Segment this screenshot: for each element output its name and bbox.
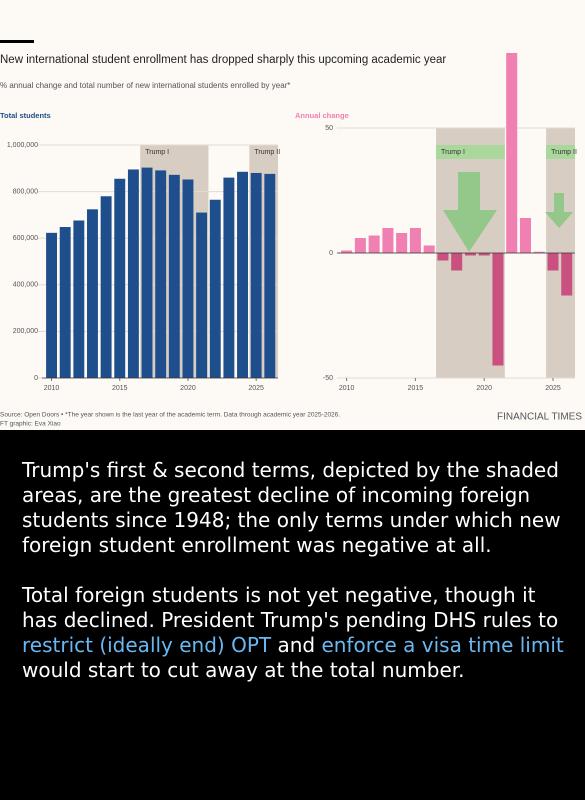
x-tick-label: 2020	[476, 385, 492, 392]
axis-label: Annual change	[295, 111, 349, 120]
post-text: Trump's first & second terms, depicted b…	[22, 458, 567, 708]
term-label: Trump II	[254, 149, 280, 156]
x-tick-label: 2025	[545, 385, 561, 392]
bar	[182, 179, 194, 378]
source: Source: Open Doors • *The year shown is …	[0, 412, 340, 419]
bar	[264, 173, 276, 378]
bar	[451, 253, 463, 271]
bar	[464, 253, 476, 256]
bar	[561, 253, 573, 296]
rule	[0, 40, 34, 43]
y-tick-label: 600,000	[13, 235, 38, 242]
bar	[223, 177, 235, 378]
bar	[114, 178, 126, 378]
bar	[533, 251, 545, 253]
bar	[237, 171, 248, 378]
term-band	[546, 145, 575, 159]
bar	[492, 253, 504, 366]
link[interactable]: enforce a visa time limit	[321, 633, 564, 657]
y-tick-label: 400,000	[13, 282, 38, 289]
paragraph: Trump's first & second terms, depicted b…	[22, 458, 567, 558]
term-label: Trump II	[551, 149, 577, 156]
paragraph: Total foreign students is not yet negati…	[22, 583, 567, 683]
bar	[478, 253, 490, 256]
arrow	[545, 193, 573, 228]
y-tick-label: -50	[323, 375, 333, 382]
x-tick-label: 2015	[408, 385, 424, 392]
chart: New international student enrollment has…	[0, 40, 582, 428]
bar	[354, 238, 366, 253]
bar	[250, 172, 262, 378]
bar	[209, 199, 221, 378]
term-label: Trump I	[145, 149, 169, 156]
text: would start to cut away at the total num…	[22, 658, 465, 682]
bar	[59, 227, 71, 378]
x-tick-label: 2025	[248, 385, 264, 392]
bar	[437, 253, 449, 261]
x-tick-label: 2015	[112, 385, 128, 392]
bar	[382, 228, 394, 253]
y-tick-label: 800,000	[13, 188, 38, 195]
bar	[100, 196, 112, 378]
bar	[141, 167, 153, 378]
y-tick-label: 0	[329, 250, 333, 257]
bar	[396, 233, 408, 253]
text: Total foreign students is not yet negati…	[22, 583, 559, 632]
bar	[127, 169, 139, 378]
y-tick-label: 0	[34, 375, 38, 382]
bar	[73, 220, 85, 378]
bar	[341, 250, 353, 253]
bar	[155, 170, 167, 378]
bar	[519, 218, 531, 253]
bar	[168, 174, 180, 378]
text: Trump's first & second terms, depicted b…	[22, 458, 561, 557]
chart-image: New international student enrollment has…	[0, 0, 585, 430]
chart-subtitle: % annual change and total number of new …	[0, 81, 290, 90]
bar	[423, 245, 435, 253]
y-tick-label: 200,000	[13, 328, 38, 335]
y-tick-label: 50	[325, 125, 333, 132]
bar	[506, 53, 518, 253]
bar	[547, 253, 559, 271]
term-band	[436, 145, 505, 159]
bar	[87, 209, 98, 378]
x-tick-label: 2010	[339, 385, 355, 392]
arrow	[443, 172, 497, 252]
x-tick-label: 2010	[44, 385, 60, 392]
brand: FINANCIAL TIMES	[497, 412, 582, 423]
bar	[409, 228, 421, 253]
x-tick-label: 2020	[180, 385, 196, 392]
text: and	[271, 633, 322, 657]
y-tick-label: 1,000,000	[7, 142, 38, 149]
bar	[368, 235, 380, 253]
bar	[196, 212, 208, 378]
link[interactable]: restrict (ideally end) OPT	[22, 633, 272, 657]
term-label: Trump I	[441, 149, 465, 156]
chart-title: New international student enrollment has…	[0, 54, 446, 66]
bar	[46, 232, 58, 378]
credit: FT graphic: Eva Xiao	[0, 421, 61, 428]
axis-label: Total students	[0, 111, 51, 120]
